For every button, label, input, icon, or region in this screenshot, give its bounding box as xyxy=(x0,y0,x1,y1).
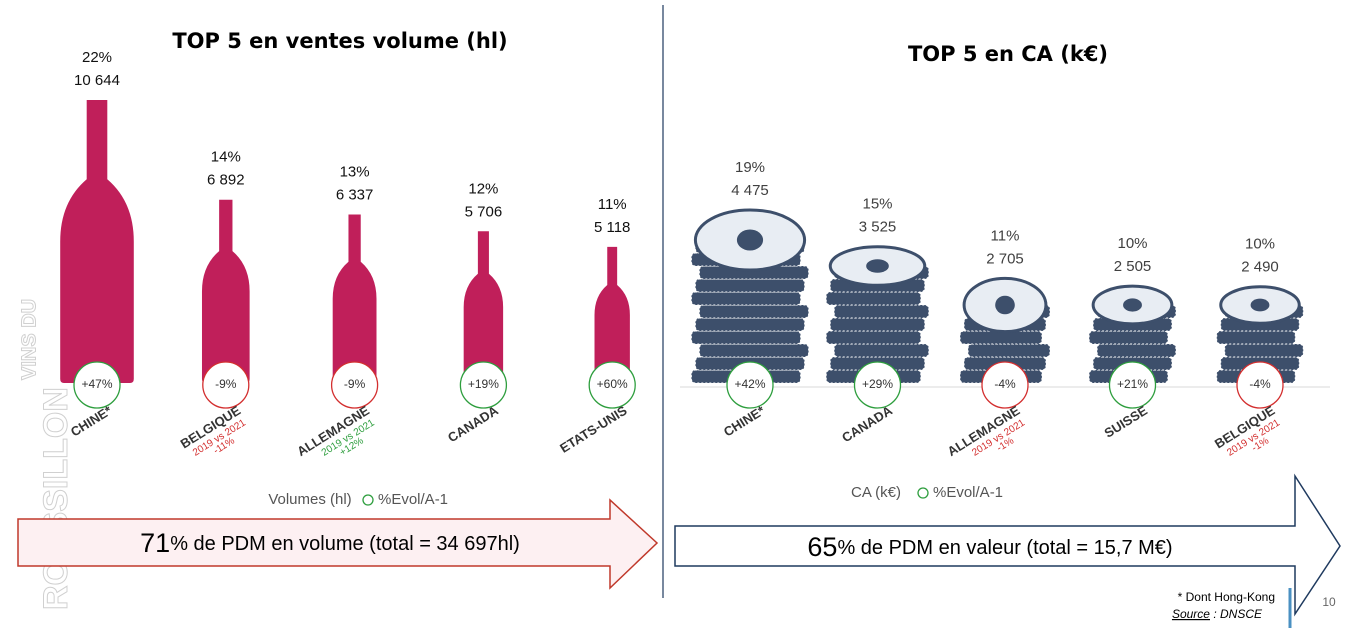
coin xyxy=(1097,344,1176,357)
evol-label: +21% xyxy=(1117,377,1148,391)
share-label: 11% xyxy=(598,196,627,213)
chart-title: TOP 5 en ventes volume (hl) xyxy=(172,29,507,53)
slide: VINS DU ROUSSILLON 71% de PDM en volume … xyxy=(0,0,1348,633)
value-label: 6 892 xyxy=(207,172,245,189)
value-label: 4 475 xyxy=(731,182,769,199)
share-label: 22% xyxy=(82,49,112,66)
page-number: 10 xyxy=(1322,595,1336,609)
value-label: 10 644 xyxy=(74,72,120,89)
coin xyxy=(699,305,808,318)
evol-label: +19% xyxy=(468,377,499,391)
coin xyxy=(1225,344,1304,357)
share-label: 15% xyxy=(862,196,892,213)
coin-symbol xyxy=(866,259,889,272)
coin xyxy=(695,318,804,331)
coin-symbol xyxy=(1123,298,1142,311)
value-label: 5 706 xyxy=(465,203,503,220)
banner-caption: % de PDM en volume (total = 34 697hl) xyxy=(170,533,520,555)
evol-label: -4% xyxy=(994,377,1016,391)
share-label: 10% xyxy=(1117,235,1147,252)
value-label: 5 118 xyxy=(594,219,630,236)
share-label: 10% xyxy=(1245,236,1275,253)
footnote: * Dont Hong-Kong xyxy=(1178,590,1275,604)
banner-text: 71% de PDM en volume (total = 34 697hl) xyxy=(140,528,520,558)
coin xyxy=(691,292,800,305)
category-label: SUISSE xyxy=(1102,403,1151,441)
chart-title: TOP 5 en CA (k€) xyxy=(908,42,1108,66)
share-label: 19% xyxy=(735,159,765,176)
coin-stack xyxy=(691,210,808,383)
legend-marker xyxy=(918,488,928,498)
evol-label: +47% xyxy=(81,377,112,391)
coin-symbol xyxy=(995,296,1015,315)
bottle xyxy=(333,215,377,383)
bottle xyxy=(202,200,250,383)
evol-label: +42% xyxy=(734,377,765,391)
coin-symbol xyxy=(737,230,763,251)
source-text: : DNSCE xyxy=(1210,607,1263,621)
evol-label: +60% xyxy=(597,377,628,391)
coin xyxy=(826,292,921,305)
banner-text: 65% de PDM en valeur (total = 15,7 M€) xyxy=(807,532,1172,562)
category-label: ETATS-UNIS xyxy=(557,403,630,456)
coin xyxy=(699,344,808,357)
evol-label: +29% xyxy=(862,377,893,391)
category-label: CANADA xyxy=(839,402,895,445)
evol-label: -4% xyxy=(1249,377,1271,391)
page: { "chart_data": [ {"type": "bar", "mark"… xyxy=(0,0,1348,633)
coin xyxy=(834,305,929,318)
evol-label: -9% xyxy=(344,377,366,391)
coin xyxy=(826,331,921,344)
share-label: 11% xyxy=(991,227,1020,244)
watermark: VINS DU xyxy=(18,299,40,380)
share-label: 12% xyxy=(468,180,498,197)
coin xyxy=(695,279,804,292)
banner-caption: % de PDM en valeur (total = 15,7 M€) xyxy=(837,537,1172,559)
legend-label: %Evol/A-1 xyxy=(933,484,1003,501)
banner-number: 65 xyxy=(807,532,837,562)
share-label: 14% xyxy=(211,149,241,166)
source: Source : DNSCE xyxy=(1172,607,1263,621)
category-label: CANADA xyxy=(445,402,501,445)
watermark: ROUSSILLON xyxy=(37,387,75,610)
source-label: Source xyxy=(1172,607,1210,621)
legend-label: CA (k€) xyxy=(851,484,901,501)
bottle xyxy=(60,100,134,383)
coin xyxy=(691,331,800,344)
evol-label: -9% xyxy=(215,377,237,391)
value-label: 3 525 xyxy=(859,219,897,236)
banner-number: 71 xyxy=(140,528,170,558)
legend-label: Volumes (hl) xyxy=(268,491,351,508)
value-label: 2 490 xyxy=(1241,259,1279,276)
value-label: 2 705 xyxy=(986,250,1024,267)
legend-marker xyxy=(363,495,373,505)
coin xyxy=(834,344,929,357)
value-label: 2 505 xyxy=(1114,258,1152,275)
coin xyxy=(1217,331,1296,344)
coin xyxy=(968,344,1050,357)
bottle xyxy=(464,231,503,383)
share-label: 13% xyxy=(340,163,370,180)
legend-label: %Evol/A-1 xyxy=(378,491,448,508)
value-label: 6 337 xyxy=(336,186,374,203)
coin xyxy=(830,318,925,331)
coin xyxy=(1089,331,1168,344)
coin-symbol xyxy=(1251,299,1270,312)
